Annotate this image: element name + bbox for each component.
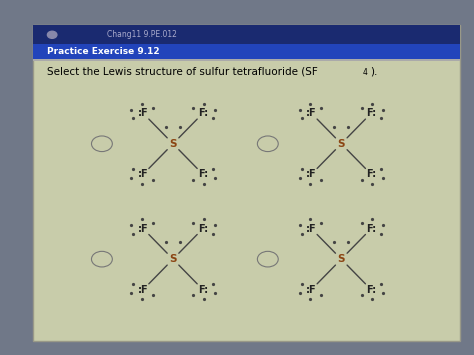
- Text: :F: :F: [138, 169, 148, 179]
- Bar: [33, 25, 460, 341]
- Text: S: S: [169, 139, 177, 149]
- Bar: [33, 59, 460, 61]
- Text: F:: F:: [198, 285, 208, 295]
- Text: Practice Exercise 9.12: Practice Exercise 9.12: [47, 47, 160, 56]
- Text: F:: F:: [366, 108, 376, 118]
- Text: F:: F:: [366, 169, 376, 179]
- Text: :F: :F: [306, 108, 317, 118]
- Bar: [33, 25, 460, 44]
- Circle shape: [257, 136, 278, 152]
- Text: 4: 4: [363, 68, 367, 77]
- Circle shape: [257, 251, 278, 267]
- Text: Chang11 9.PE.012: Chang11 9.PE.012: [107, 30, 177, 39]
- Circle shape: [91, 251, 112, 267]
- Text: :F: :F: [138, 108, 148, 118]
- Text: :F: :F: [306, 224, 317, 234]
- Text: F:: F:: [198, 224, 208, 234]
- Text: F:: F:: [366, 224, 376, 234]
- Text: ).: ).: [370, 66, 377, 76]
- Text: :F: :F: [306, 285, 317, 295]
- Text: F:: F:: [366, 285, 376, 295]
- Text: S: S: [169, 254, 177, 264]
- Text: Select the Lewis structure of sulfur tetrafluoride (SF: Select the Lewis structure of sulfur tet…: [47, 66, 318, 76]
- Circle shape: [91, 136, 112, 152]
- Circle shape: [47, 31, 57, 38]
- Text: F:: F:: [198, 108, 208, 118]
- Text: :F: :F: [138, 285, 148, 295]
- Text: :F: :F: [138, 224, 148, 234]
- Text: :F: :F: [306, 169, 317, 179]
- Text: S: S: [337, 139, 345, 149]
- Bar: [33, 44, 460, 59]
- Text: F:: F:: [198, 169, 208, 179]
- Text: S: S: [337, 254, 345, 264]
